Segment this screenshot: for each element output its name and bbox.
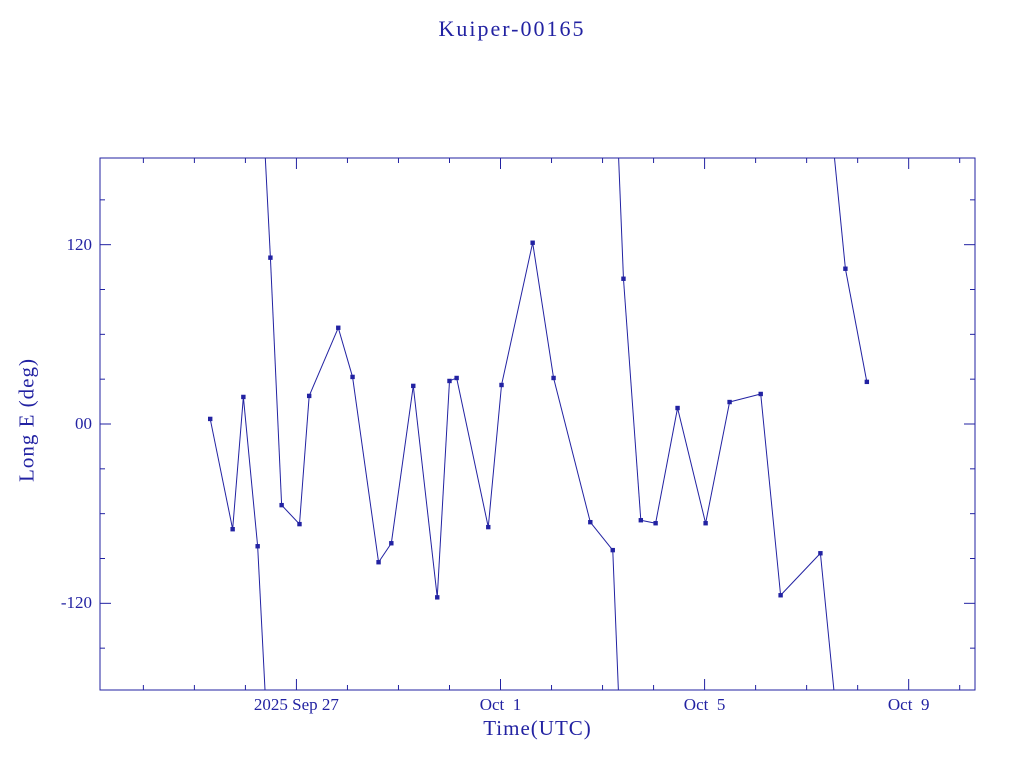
data-point-marker: [675, 405, 680, 411]
axis-ticks: [100, 158, 975, 690]
data-point-marker: [350, 374, 355, 380]
data-point-marker: [727, 399, 732, 405]
data-point-marker: [638, 518, 644, 523]
data-point-marker: [376, 560, 381, 565]
x-tick-label: Oct 9: [887, 695, 930, 714]
chart-title: Kuiper-00165: [438, 16, 586, 41]
x-axis-label: Time(UTC): [483, 716, 592, 740]
data-point-marker: [268, 255, 273, 260]
data-point-marker: [208, 416, 213, 422]
data-point-marker: [279, 502, 284, 508]
data-point-marker: [486, 524, 491, 530]
data-point-marker: [530, 240, 535, 245]
data-point-marker: [230, 527, 235, 532]
data-point-marker: [864, 379, 870, 385]
data-point-marker: [336, 325, 341, 330]
data-point-marker: [551, 375, 556, 381]
y-tick-label: 00: [75, 414, 92, 433]
data-point-marker: [653, 521, 658, 526]
x-tick-label: Oct 5: [683, 695, 726, 714]
data-point-marker: [447, 378, 452, 384]
data-point-marker: [454, 375, 459, 381]
data-point-marker: [818, 551, 823, 556]
data-point-marker: [703, 521, 708, 526]
data-point-marker: [411, 383, 416, 389]
x-tick-label: 2025 Sep 27: [253, 695, 339, 714]
data-point-marker: [306, 393, 312, 399]
y-tick-label: 120: [66, 234, 93, 254]
data-point-marker: [297, 521, 302, 527]
y-tick-label: -120: [60, 593, 92, 613]
x-tick-label: Oct 1: [479, 695, 522, 714]
data-point-marker: [843, 266, 848, 271]
data-point-marker: [499, 382, 504, 388]
data-point-marker: [778, 593, 783, 598]
data-point-marker: [255, 544, 260, 549]
plot-frame: [99, 157, 976, 691]
data-point-marker: [389, 541, 394, 546]
data-point-marker: [241, 394, 246, 400]
data-point-marker: [758, 391, 763, 397]
data-line: [209, 158, 868, 690]
data-point-marker: [621, 276, 626, 281]
data-markers: [208, 240, 870, 600]
data-point-marker: [435, 595, 440, 600]
data-point-marker: [588, 519, 593, 525]
data-point-marker: [610, 547, 615, 553]
